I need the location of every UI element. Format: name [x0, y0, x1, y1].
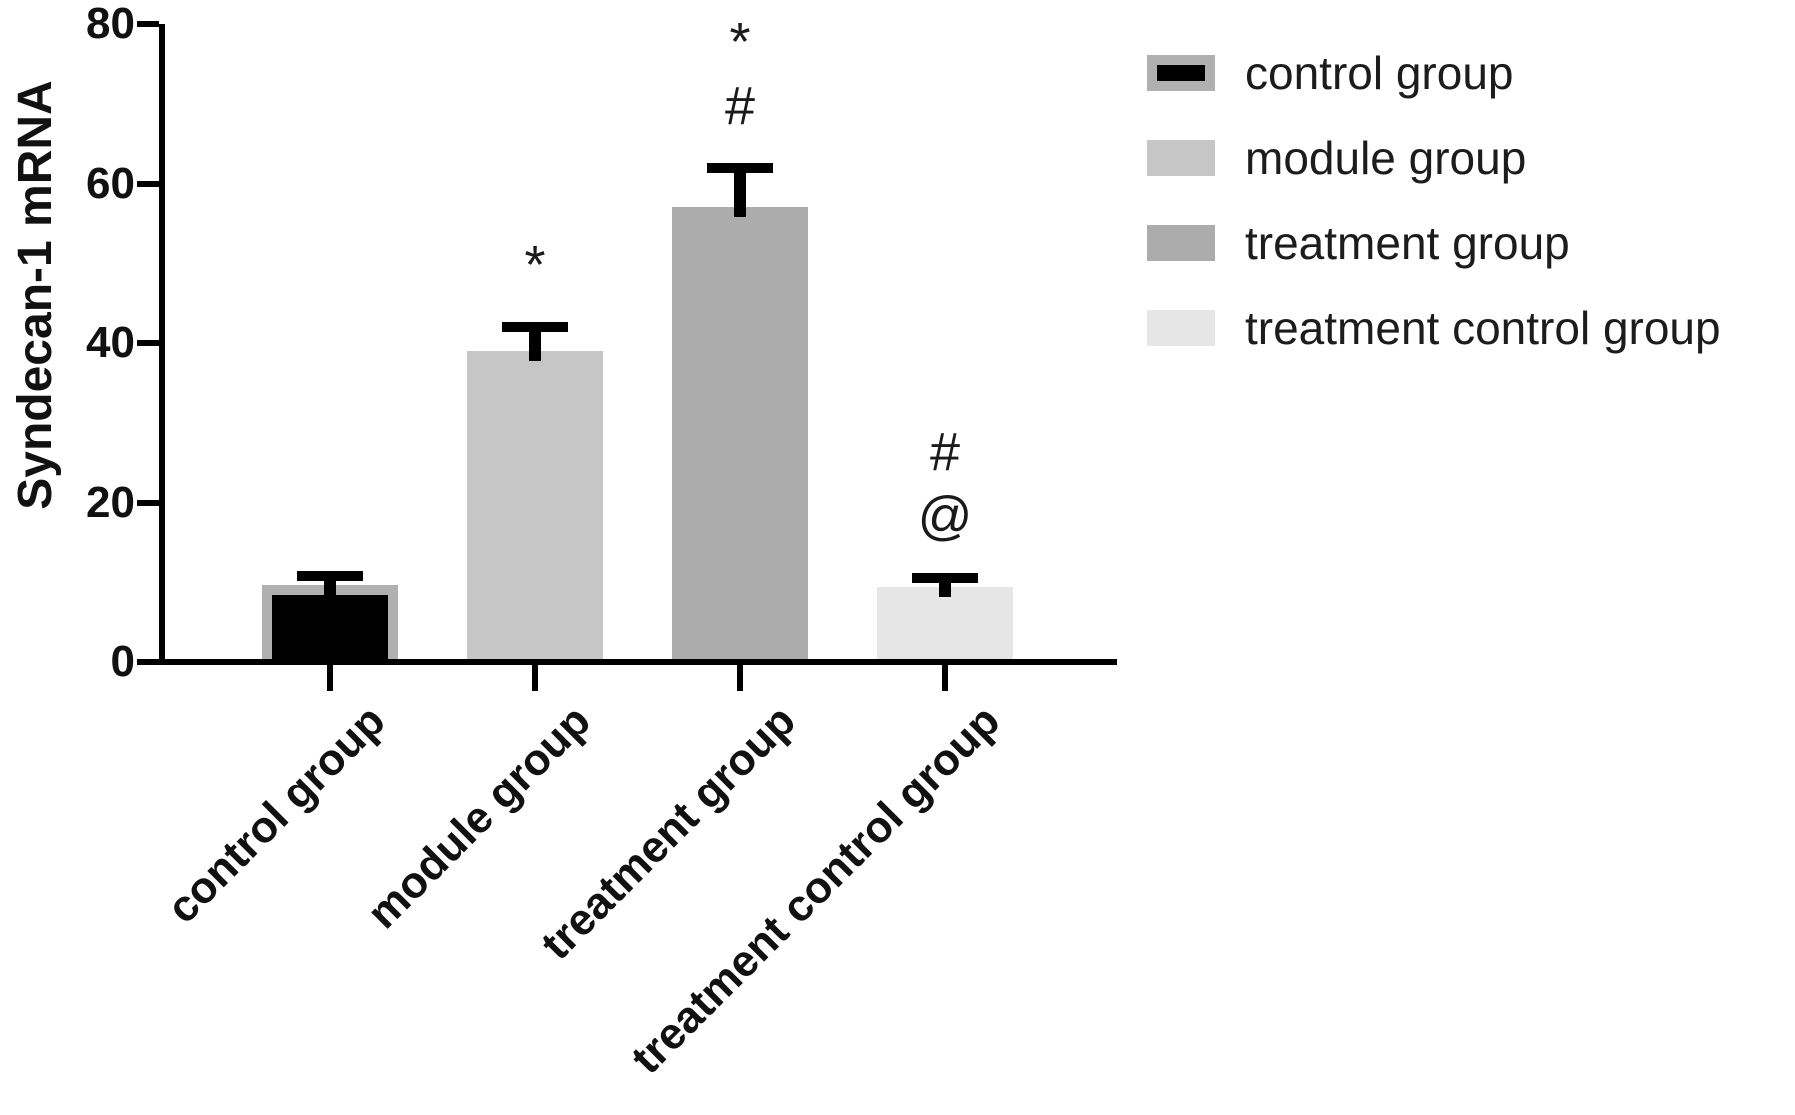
legend-swatch-icon [1147, 309, 1215, 346]
legend-swatch-icon [1147, 139, 1215, 176]
x-category-label: control group [157, 696, 395, 933]
legend: control group module group treatment group… [1147, 30, 1721, 370]
bar-control-group [262, 585, 398, 665]
error-bar-stem [529, 327, 541, 361]
x-category-label: treatment control group [622, 696, 1010, 1084]
error-bar-stem [734, 167, 746, 218]
y-tick-label: 60 [86, 158, 135, 208]
legend-row: module group [1147, 115, 1721, 200]
legend-row: treatment control group [1147, 285, 1721, 370]
x-tick [327, 665, 333, 691]
x-axis-line [137, 659, 1117, 665]
legend-row: control group [1147, 30, 1721, 115]
x-tick [532, 665, 538, 691]
legend-label: treatment group [1245, 216, 1570, 269]
error-bar-cap [912, 573, 978, 584]
legend-label: treatment control group [1245, 301, 1721, 354]
y-axis-line [159, 24, 165, 665]
legend-row: treatment group [1147, 200, 1721, 285]
significance-symbol: * [729, 11, 751, 72]
bar-module-group [467, 350, 603, 665]
bar-treatment-group [672, 207, 808, 665]
significance-symbol: # [929, 422, 961, 483]
y-tick-label: 80 [86, 0, 135, 48]
error-bar-cap [707, 162, 773, 173]
significance-markers: # @ [885, 420, 1005, 548]
legend-label: control group [1245, 46, 1514, 99]
legend-label: module group [1245, 131, 1527, 184]
y-tick [137, 180, 159, 187]
x-tick [737, 665, 743, 691]
significance-symbol: @ [917, 486, 973, 547]
legend-swatch-icon [1147, 224, 1215, 261]
error-bar-cap [297, 570, 363, 581]
y-tick [137, 21, 159, 27]
y-tick-label: 0 [110, 637, 135, 686]
significance-markers: * # [680, 10, 800, 138]
legend-swatch-icon [1147, 54, 1215, 91]
y-tick [137, 340, 159, 346]
significance-symbol: # [724, 75, 756, 136]
significance-symbol: * [524, 235, 546, 296]
x-tick [942, 665, 948, 691]
bar-treatment-control-group [877, 587, 1013, 665]
y-tick-label: 40 [86, 318, 135, 367]
error-bar-cap [502, 322, 568, 333]
y-tick-label: 20 [86, 477, 135, 527]
y-tick [137, 499, 159, 506]
significance-markers: * [475, 233, 595, 297]
